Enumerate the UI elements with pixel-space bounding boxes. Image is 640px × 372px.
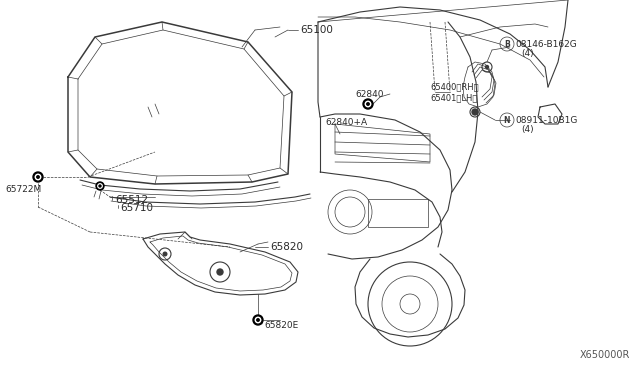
Circle shape (363, 99, 373, 109)
Circle shape (33, 172, 43, 182)
Text: 65512: 65512 (115, 195, 148, 205)
Circle shape (98, 184, 102, 188)
Circle shape (99, 185, 101, 187)
Text: 62840+A: 62840+A (325, 118, 367, 126)
Text: 65820: 65820 (270, 242, 303, 252)
Circle shape (474, 110, 477, 113)
Text: 08146-B162G: 08146-B162G (515, 39, 577, 48)
Text: 65100: 65100 (300, 25, 333, 35)
Text: B: B (504, 39, 510, 48)
Circle shape (217, 269, 223, 275)
Circle shape (367, 103, 369, 105)
Text: (4): (4) (521, 48, 534, 58)
Text: 65400〈RH〉: 65400〈RH〉 (430, 83, 479, 92)
Text: X650000R: X650000R (580, 350, 630, 360)
Text: 65820E: 65820E (264, 321, 298, 330)
Circle shape (365, 101, 371, 107)
Text: 65710: 65710 (120, 203, 153, 213)
Text: (4): (4) (521, 125, 534, 134)
Text: 08911-10B1G: 08911-10B1G (515, 115, 577, 125)
Circle shape (255, 317, 260, 323)
Text: N: N (504, 115, 510, 125)
Circle shape (35, 174, 41, 180)
Circle shape (96, 182, 104, 190)
Circle shape (163, 252, 167, 256)
Text: 65401〈LH〉: 65401〈LH〉 (430, 93, 477, 103)
Circle shape (472, 109, 478, 115)
Circle shape (36, 176, 39, 178)
Text: 62840: 62840 (355, 90, 383, 99)
Circle shape (253, 315, 263, 325)
Text: 65722M: 65722M (5, 185, 41, 193)
Circle shape (486, 65, 488, 68)
Circle shape (257, 319, 259, 321)
Bar (368, 199, 428, 227)
